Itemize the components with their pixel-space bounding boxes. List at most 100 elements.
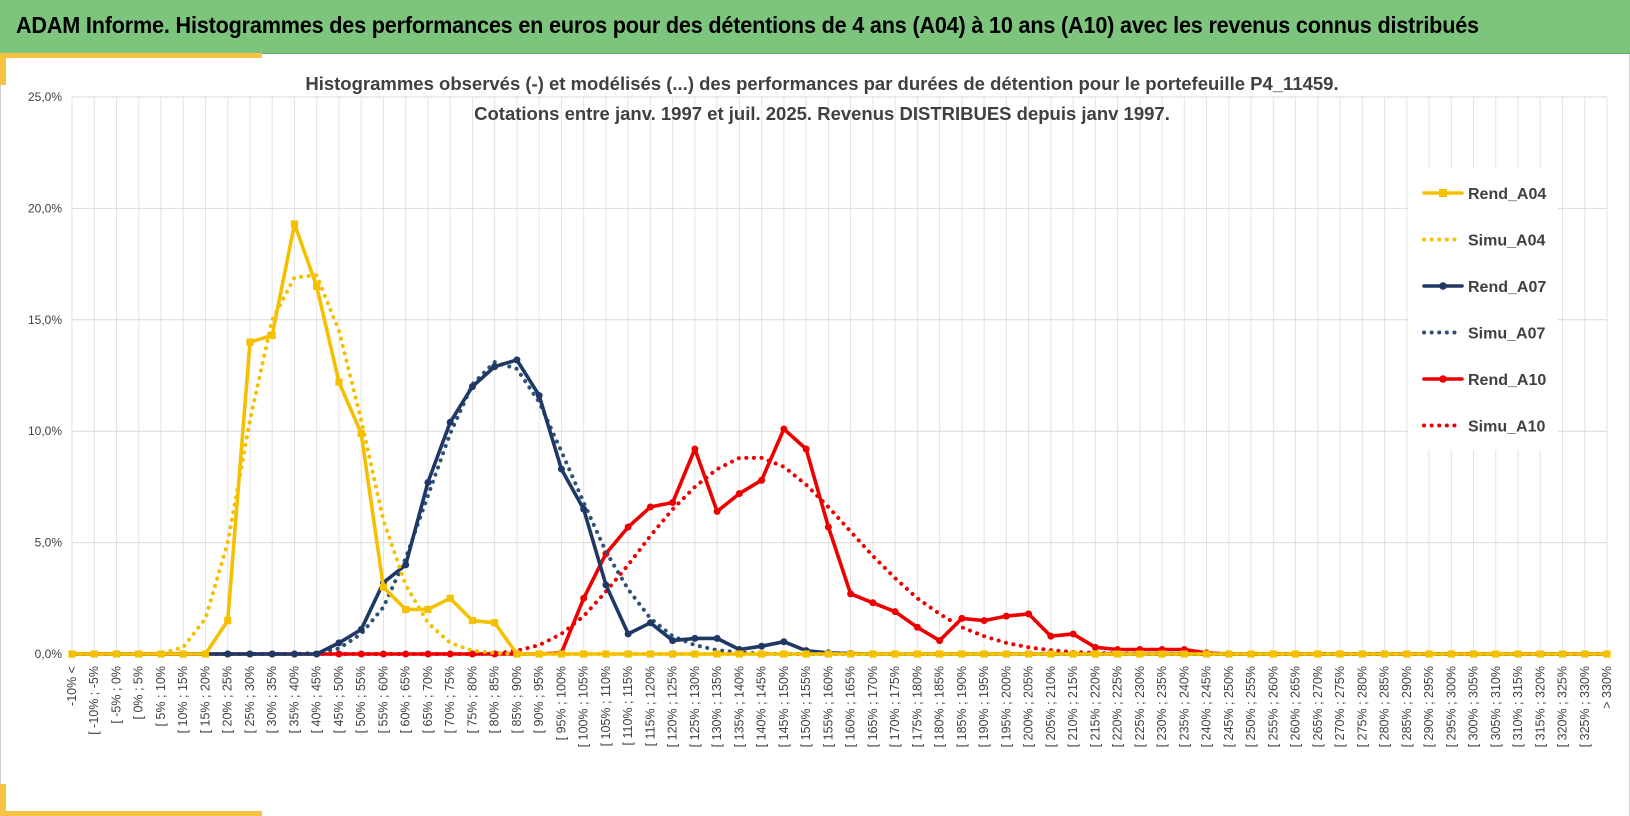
rend-a07-point — [602, 581, 610, 589]
x-tick-label: [ 35% ; 40% — [287, 666, 301, 733]
x-tick-label: [ 325% ; 330% — [1578, 666, 1592, 747]
x-tick-label: [ 60% ; 65% — [399, 666, 413, 733]
rend-a04-point — [980, 650, 988, 658]
rend-a04-point — [246, 338, 254, 346]
rend-a04-point — [1447, 650, 1455, 658]
x-tick-label: [ 285% ; 290% — [1400, 666, 1414, 747]
rend-a04-point — [1469, 650, 1478, 658]
rend-a04-point — [1581, 650, 1589, 658]
rend-a04-point — [535, 650, 543, 658]
rend-a10-point — [669, 498, 677, 506]
rend-a07-point — [535, 392, 543, 400]
rend-a04-point — [1291, 650, 1300, 658]
x-tick-label: [ 310% ; 315% — [1511, 666, 1525, 747]
x-tick-label: [ 280% ; 285% — [1378, 666, 1392, 747]
legend-marker-rend-a04 — [1439, 189, 1447, 197]
legend-marker-rend-a10 — [1439, 375, 1447, 383]
x-tick-label: [ 180% ; 185% — [933, 666, 947, 747]
rend-a04-point — [112, 650, 121, 658]
x-tick-label: [ 55% ; 60% — [376, 666, 390, 733]
rend-a04-point — [1269, 650, 1277, 658]
x-tick-label: [ 85% ; 90% — [510, 666, 524, 733]
rend-a04-point — [268, 331, 276, 339]
rend-a10-point — [824, 523, 832, 531]
rend-a07-line — [70, 358, 1609, 656]
rend-a10-point — [402, 650, 410, 658]
legend-background — [1408, 168, 1558, 450]
x-tick-label: [ 50% ; 55% — [354, 666, 368, 733]
corner-accent-top-vertical — [0, 53, 6, 85]
rend-a10-point — [624, 523, 632, 531]
x-tick-label: [ 305% ; 310% — [1489, 666, 1503, 747]
x-tick-label: [ 160% ; 165% — [844, 666, 858, 747]
y-tick-label: 10,0% — [28, 424, 62, 438]
rend-a10-point — [869, 599, 877, 607]
rend-a10-point — [1025, 610, 1033, 618]
rend-a04-point — [446, 594, 454, 602]
rend-a10-point — [1069, 630, 1077, 638]
rend-a04-point — [1603, 650, 1611, 658]
y-tick-label: 5,0% — [35, 536, 63, 550]
rend-a04-point — [958, 650, 966, 658]
rend-a04-point — [1091, 650, 1099, 658]
rend-a07-point — [491, 363, 499, 371]
rend-a07-point — [313, 650, 321, 658]
rend-a07-point — [513, 356, 521, 364]
rend-a07-point — [224, 650, 232, 658]
rend-a04-point — [1113, 650, 1122, 658]
rend-a04-point — [1336, 650, 1344, 658]
rend-a07-point — [580, 505, 588, 513]
rend-a04-point — [1225, 650, 1233, 658]
rend-a10-point — [1091, 643, 1099, 651]
rend-a04-point — [68, 650, 76, 658]
rend-a04-point — [824, 650, 832, 658]
x-tick-label: [ 150% ; 155% — [799, 666, 813, 747]
x-tick-label: [ 205% ; 210% — [1044, 666, 1058, 747]
x-tick-label: [ 200% ; 205% — [1022, 666, 1036, 747]
rend-a10-point — [713, 507, 721, 515]
x-tick-label: [ 100% ; 105% — [577, 666, 591, 747]
rend-a07-point — [691, 634, 699, 642]
x-tick-label: [ 235% ; 240% — [1177, 666, 1191, 747]
rend-a04-point — [1314, 650, 1322, 658]
y-axis: 0,0% 5,0% 10,0% 15,0% 20,0% 25,0% — [28, 90, 62, 661]
corner-accent-bottom-vertical — [0, 784, 6, 816]
rend-a07-point — [268, 650, 276, 658]
rend-a04-point — [224, 616, 232, 625]
rend-a10-point — [891, 608, 899, 616]
rend-a04-point — [869, 650, 877, 658]
x-tick-label: [ 290% ; 295% — [1422, 666, 1436, 747]
rend-a04-point — [1202, 650, 1211, 658]
y-tick-label: 25,0% — [28, 90, 62, 104]
rend-a04-point — [1425, 650, 1433, 658]
x-axis: -10% < [ -10% ; -5% [ -5% ; 0% [ 0% ; 5% [ 5… — [65, 653, 1614, 747]
rend-a10-point — [780, 425, 788, 433]
rend-a10-point — [1047, 632, 1055, 640]
rend-a04-point — [602, 650, 610, 658]
rend-a04-point — [290, 220, 299, 228]
report-banner: ADAM Informe. Histogrammes des performan… — [0, 0, 1630, 54]
rend-a04-point — [491, 619, 499, 627]
rend-a04-point — [1136, 650, 1144, 658]
x-tick-label: [ 130% ; 135% — [710, 666, 724, 747]
corner-accent-bottom — [0, 811, 262, 816]
x-tick-label: -10% < — [65, 666, 79, 706]
x-tick-label: [ 315% ; 320% — [1533, 666, 1547, 747]
rend-a04-line — [70, 222, 1609, 656]
rend-a04-point — [913, 650, 921, 658]
rend-a07-point — [780, 638, 788, 646]
rend-a04-point — [201, 650, 210, 658]
rend-a04-point — [557, 650, 566, 658]
rend-a04-point — [335, 378, 343, 386]
rend-a04-point — [691, 650, 699, 658]
legend-label-simu-a10: Simu_A10 — [1468, 419, 1545, 436]
rend-a10-point — [335, 650, 343, 658]
rend-a04-point — [802, 650, 810, 658]
rend-a07-point — [669, 637, 677, 645]
rend-a10-point — [913, 623, 921, 631]
x-tick-label: [ 195% ; 200% — [999, 666, 1013, 747]
x-tick-label: [ 70% ; 75% — [443, 666, 457, 733]
x-tick-label: [ 30% ; 35% — [265, 666, 279, 733]
x-tick-label: [ 135% ; 140% — [732, 666, 746, 747]
